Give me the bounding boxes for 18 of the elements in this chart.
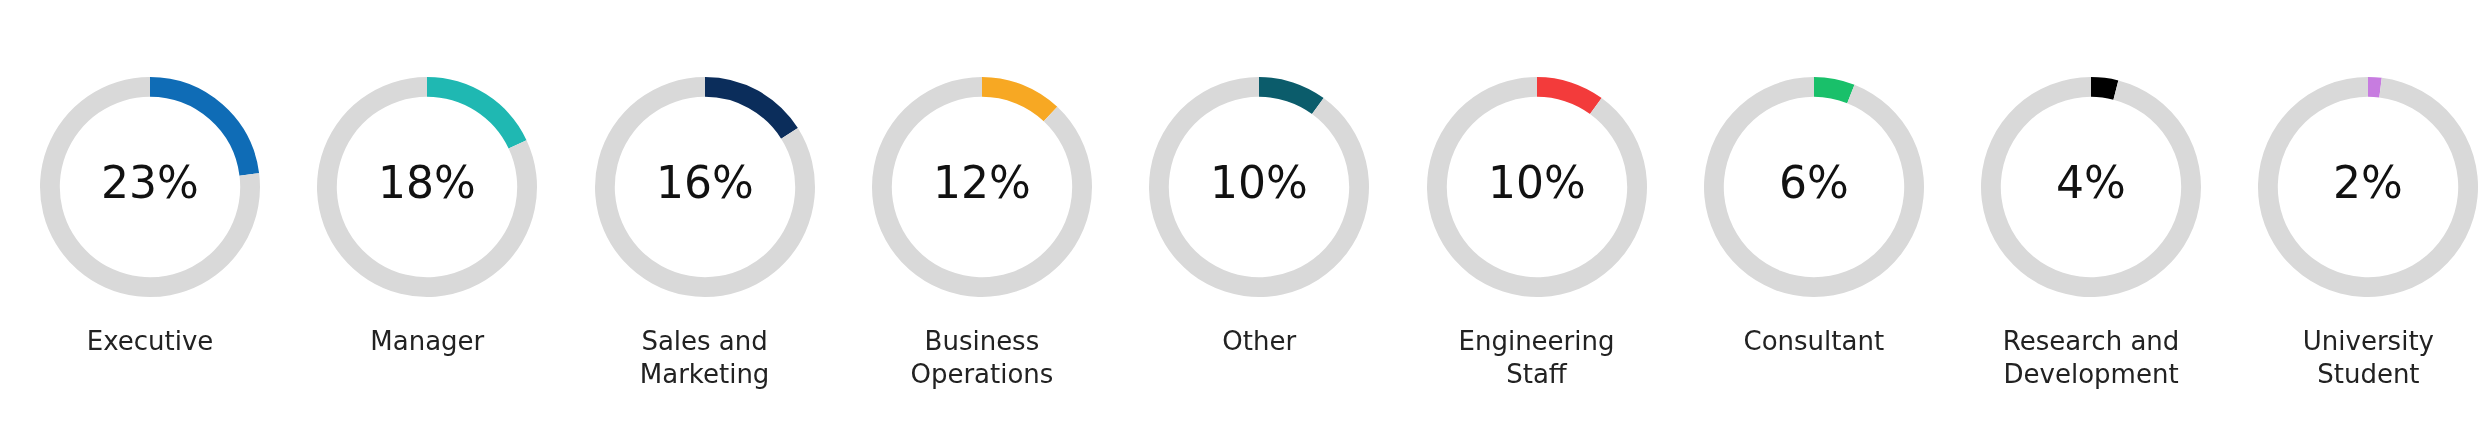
- data-label: 16%: [655, 157, 754, 209]
- text: Research and Development: [2001, 325, 2181, 391]
- text: Consultant: [1742, 325, 1886, 358]
- data-label: 12%: [932, 157, 1031, 209]
- data-label: 6%: [1778, 157, 1849, 209]
- text: University Student: [2301, 325, 2435, 391]
- data-label: 4%: [2056, 157, 2126, 209]
- data-label: 23%: [101, 157, 199, 209]
- text: Business Operations: [909, 325, 1055, 391]
- text: Engineering Staff: [1457, 325, 1616, 391]
- data-label: 10%: [1487, 157, 1586, 209]
- data-label: 10%: [1210, 157, 1309, 209]
- text: Executive: [85, 325, 215, 358]
- data-label: 18%: [378, 157, 477, 209]
- text: Other: [1221, 325, 1298, 358]
- text: Sales and Marketing: [638, 325, 771, 391]
- data-label: 2%: [2333, 157, 2404, 209]
- text: Manager: [369, 325, 486, 358]
